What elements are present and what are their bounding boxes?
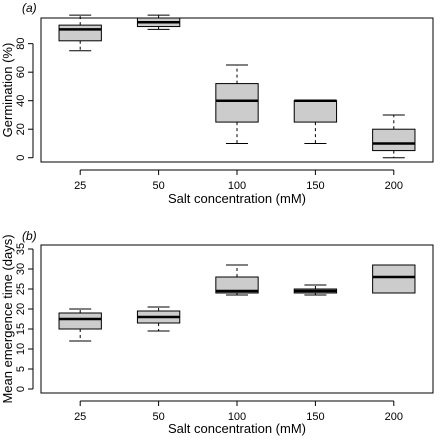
panel-b-plot-frame: [40, 244, 434, 394]
box-50: [136, 14, 181, 30]
box-200: [372, 114, 416, 159]
iqr-box: [293, 100, 338, 123]
panel-a-y-axis: 0 20 40 60 80: [15, 38, 34, 161]
iqr-box: [215, 83, 259, 123]
panel-b-y-axis: 0 5 10 15 20 25 30 35: [15, 243, 34, 392]
y-tick-label: 20: [15, 303, 27, 315]
x-tick-label: 100: [228, 411, 246, 423]
box-150: [293, 284, 338, 296]
iqr-box: [58, 24, 102, 42]
y-tick-label: 80: [15, 38, 27, 50]
iqr-box: [58, 312, 102, 330]
x-tick-label: 100: [228, 180, 246, 192]
x-tick-label: 50: [152, 180, 164, 192]
panel-b-label: (b): [22, 229, 37, 243]
y-tick-label: 0: [15, 386, 27, 392]
panel-a-plot-frame: [40, 17, 434, 163]
x-tick-label: 25: [74, 180, 86, 192]
iqr-box: [215, 276, 259, 294]
y-tick-label: 25: [15, 283, 27, 295]
iqr-box: [372, 128, 416, 152]
panel-b-x-axis: 25 50 100 150 200: [74, 400, 403, 423]
y-tick-label: 20: [15, 123, 27, 135]
box-100: [215, 264, 259, 296]
box-25: [58, 14, 102, 52]
panel-b-boxes: [58, 264, 416, 342]
y-tick-label: 35: [15, 243, 27, 255]
panel-a-boxes: [58, 14, 416, 159]
y-tick-label: 0: [15, 155, 27, 161]
x-tick-label: 200: [385, 411, 403, 423]
y-tick-label: 60: [15, 66, 27, 78]
box-25: [58, 308, 102, 342]
x-tick-label: 150: [306, 180, 324, 192]
iqr-box: [372, 264, 416, 294]
panel-a-x-axis: 25 50 100 150 200: [74, 169, 403, 192]
y-tick-label: 15: [15, 323, 27, 335]
box-150: [293, 99, 338, 144]
panel-a: (a) 0 20 40 60 80 25 50 100 150 200 Salt concent…: [0, 1, 434, 206]
x-tick-label: 150: [306, 411, 324, 423]
y-tick-label: 30: [15, 263, 27, 275]
panel-b: (b) 0 5 10 15 20 25 30 35 25 50 100 150 200 Salt co…: [0, 229, 434, 436]
x-tick-label: 50: [152, 411, 164, 423]
panel-a-y-axis-title: Germination (%): [0, 43, 15, 138]
x-tick-label: 25: [74, 411, 86, 423]
box-100: [215, 64, 259, 144]
x-tick-label: 200: [385, 180, 403, 192]
panel-a-x-axis-title: Salt concentration (mM): [168, 191, 306, 206]
box-200: [372, 264, 416, 294]
y-tick-label: 10: [15, 343, 27, 355]
y-tick-label: 5: [15, 366, 27, 372]
panel-b-x-axis-title: Salt concentration (mM): [168, 421, 306, 436]
panel-b-y-axis-title: Mean emergence time (days): [0, 234, 15, 403]
box-50: [136, 306, 181, 332]
y-tick-label: 40: [15, 95, 27, 107]
panel-a-label: (a): [22, 1, 37, 15]
